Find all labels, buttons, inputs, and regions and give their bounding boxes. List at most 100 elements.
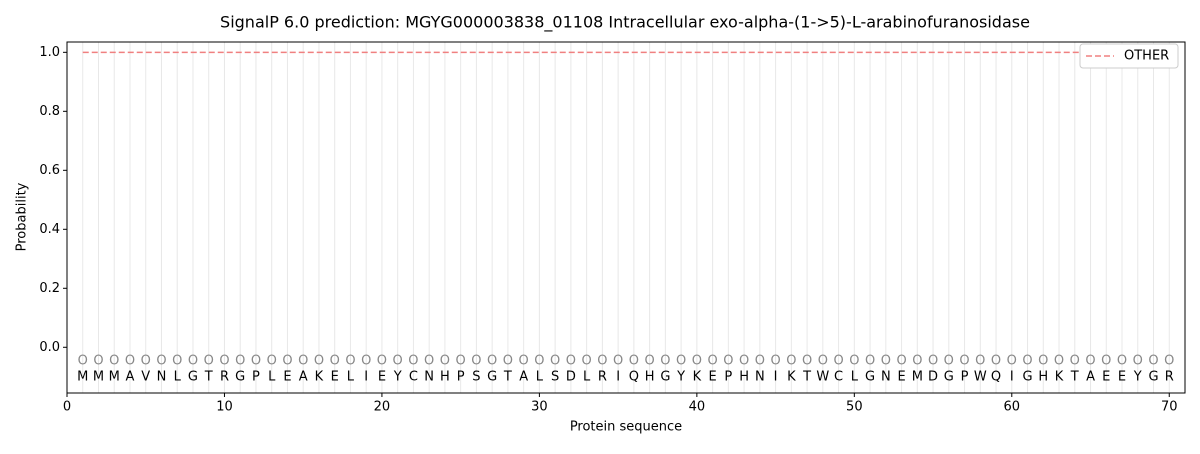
prediction-label: O <box>1085 354 1095 369</box>
residue-label: P <box>724 370 732 385</box>
residue-label: K <box>1055 370 1064 385</box>
prediction-label: O <box>1148 354 1158 369</box>
residue-label: A <box>299 370 308 385</box>
residue-label: H <box>739 370 749 385</box>
prediction-label: O <box>503 354 513 369</box>
prediction-label: O <box>818 354 828 369</box>
x-tick-label: 30 <box>531 400 548 415</box>
prediction-label: O <box>93 354 103 369</box>
prediction-label: O <box>755 354 765 369</box>
prediction-label: O <box>141 354 151 369</box>
prediction-label: O <box>188 354 198 369</box>
residue-label: V <box>141 370 150 385</box>
residue-label: C <box>834 370 843 385</box>
residue-label: S <box>472 370 480 385</box>
residue-label: G <box>1148 370 1158 385</box>
prediction-label: O <box>629 354 639 369</box>
prediction-label: O <box>881 354 891 369</box>
residue-label: M <box>93 370 104 385</box>
residue-label: E <box>1118 370 1126 385</box>
prediction-label: O <box>1070 354 1080 369</box>
prediction-label: O <box>204 354 214 369</box>
prediction-label: O <box>1164 354 1174 369</box>
prediction-label: O <box>377 354 387 369</box>
y-tick-label: 0.4 <box>39 222 60 237</box>
residue-label: G <box>1022 370 1032 385</box>
legend-label: OTHER <box>1124 49 1169 64</box>
residue-label: I <box>1010 370 1014 385</box>
residue-label: N <box>755 370 765 385</box>
prediction-label: O <box>928 354 938 369</box>
prediction-label: O <box>912 354 922 369</box>
residue-label: L <box>583 370 591 385</box>
prediction-label: O <box>1117 354 1127 369</box>
x-tick-label: 40 <box>689 400 706 415</box>
residue-label: K <box>315 370 324 385</box>
prediction-label: O <box>298 354 308 369</box>
residue-label: P <box>961 370 969 385</box>
prediction-label: O <box>456 354 466 369</box>
residue-label: E <box>1102 370 1110 385</box>
residue-label: W <box>974 370 987 385</box>
prediction-label: O <box>786 354 796 369</box>
prediction-label: O <box>267 354 277 369</box>
prediction-label: O <box>393 354 403 369</box>
residue-label: Y <box>393 370 402 385</box>
prediction-label: O <box>723 354 733 369</box>
residue-label: G <box>235 370 245 385</box>
prediction-label: O <box>534 354 544 369</box>
x-tick-label: 70 <box>1161 400 1178 415</box>
residue-label: A <box>519 370 528 385</box>
residue-label: L <box>851 370 859 385</box>
x-tick-label: 20 <box>374 400 391 415</box>
prediction-label: O <box>172 354 182 369</box>
prediction-label: O <box>1007 354 1017 369</box>
residue-label: Y <box>676 370 685 385</box>
x-axis-label: Protein sequence <box>570 420 682 435</box>
prediction-label: O <box>1054 354 1064 369</box>
residue-label: M <box>109 370 120 385</box>
residue-label: H <box>440 370 450 385</box>
residue-label: E <box>283 370 291 385</box>
residue-label: I <box>616 370 620 385</box>
residue-label: L <box>347 370 355 385</box>
prediction-label: O <box>424 354 434 369</box>
y-tick-label: 1.0 <box>39 45 60 60</box>
prediction-label: O <box>645 354 655 369</box>
residue-label: Q <box>991 370 1001 385</box>
residue-label: Q <box>629 370 639 385</box>
prediction-label: O <box>156 354 166 369</box>
prediction-label: O <box>707 354 717 369</box>
prediction-label: O <box>440 354 450 369</box>
residue-label: I <box>774 370 778 385</box>
prediction-label: O <box>109 354 119 369</box>
residue-label: S <box>551 370 559 385</box>
y-tick-label: 0.8 <box>39 104 60 119</box>
prediction-label: O <box>78 354 88 369</box>
residue-label: G <box>188 370 198 385</box>
residue-label: E <box>378 370 386 385</box>
residue-label: R <box>220 370 229 385</box>
residue-label: A <box>1086 370 1095 385</box>
residue-label: Y <box>1133 370 1142 385</box>
x-tick-label: 10 <box>216 400 233 415</box>
residue-label: C <box>409 370 418 385</box>
prediction-label: O <box>219 354 229 369</box>
residue-label: M <box>912 370 923 385</box>
prediction-label: O <box>833 354 843 369</box>
prediction-label: O <box>944 354 954 369</box>
prediction-label: O <box>660 354 670 369</box>
prediction-label: O <box>865 354 875 369</box>
residue-label: T <box>802 370 811 385</box>
prediction-label: O <box>1038 354 1048 369</box>
prediction-label: O <box>251 354 261 369</box>
y-tick-label: 0.6 <box>39 163 60 178</box>
x-tick-label: 50 <box>846 400 863 415</box>
residue-label: G <box>865 370 875 385</box>
residue-label: E <box>897 370 905 385</box>
prediction-label: O <box>345 354 355 369</box>
residue-label: N <box>881 370 891 385</box>
prediction-label: O <box>991 354 1001 369</box>
prediction-label: O <box>550 354 560 369</box>
